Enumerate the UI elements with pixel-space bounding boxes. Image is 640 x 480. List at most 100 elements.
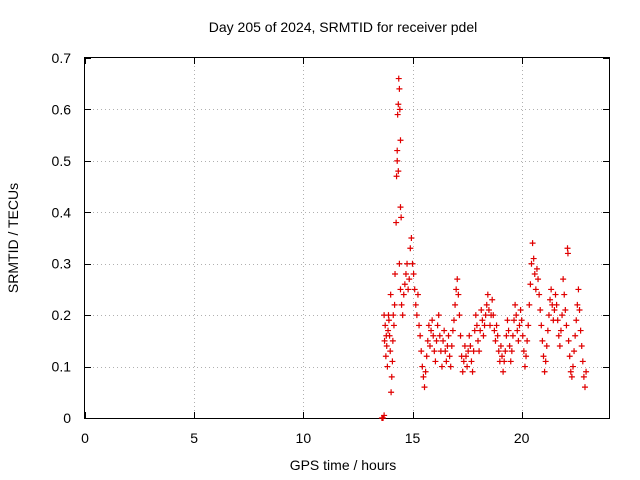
data-point xyxy=(512,301,519,308)
data-point xyxy=(445,332,452,339)
data-point xyxy=(517,307,524,313)
data-point xyxy=(470,348,477,355)
data-point xyxy=(519,332,526,339)
data-point xyxy=(479,317,486,324)
data-point xyxy=(540,353,547,360)
data-point xyxy=(548,286,555,293)
data-point xyxy=(529,240,536,247)
data-point xyxy=(573,317,580,324)
data-point xyxy=(503,332,510,339)
data-point xyxy=(481,322,488,329)
data-point xyxy=(468,358,475,365)
data-point xyxy=(465,348,472,355)
data-point xyxy=(454,276,461,283)
data-point xyxy=(388,389,395,396)
data-point xyxy=(579,358,586,365)
data-point xyxy=(514,327,521,334)
data-point xyxy=(485,307,492,313)
data-point xyxy=(556,343,563,349)
data-point xyxy=(397,204,404,211)
data-point xyxy=(456,312,463,319)
data-point xyxy=(504,317,511,324)
data-point xyxy=(391,301,398,308)
data-point xyxy=(394,111,401,118)
data-point xyxy=(440,337,447,344)
data-point xyxy=(421,384,428,391)
data-point xyxy=(398,301,405,308)
data-point xyxy=(491,327,498,334)
data-point xyxy=(545,312,552,319)
data-point xyxy=(567,368,574,375)
data-point xyxy=(502,348,509,355)
data-point xyxy=(461,343,468,349)
data-point xyxy=(521,363,528,370)
data-point xyxy=(447,363,454,370)
data-point xyxy=(580,373,587,380)
data-point xyxy=(490,312,497,319)
data-point xyxy=(559,312,566,319)
data-point xyxy=(506,343,513,349)
y-tick-label: 0.2 xyxy=(52,307,72,323)
data-point xyxy=(396,106,403,113)
data-point xyxy=(416,322,423,329)
data-point xyxy=(475,337,481,344)
data-point xyxy=(392,271,399,277)
data-point xyxy=(505,327,512,334)
data-point xyxy=(527,281,534,288)
data-point xyxy=(407,245,414,252)
data-point xyxy=(393,219,400,226)
data-point xyxy=(578,343,585,349)
data-point xyxy=(431,348,438,355)
data-point xyxy=(466,332,473,339)
x-tick-label: 10 xyxy=(296,430,312,446)
x-tick-label: 15 xyxy=(405,430,421,446)
data-point xyxy=(433,337,440,344)
data-point xyxy=(401,281,408,288)
data-point xyxy=(397,137,404,144)
data-point xyxy=(537,307,544,313)
data-point xyxy=(571,348,578,355)
data-point xyxy=(554,317,561,324)
data-point xyxy=(501,358,508,365)
data-marks xyxy=(378,75,590,421)
data-point xyxy=(460,358,467,365)
data-point xyxy=(408,235,415,241)
data-point xyxy=(449,327,456,334)
data-point xyxy=(533,265,540,272)
data-point xyxy=(492,337,499,344)
axis-ticks: 0 0.1 0.2 0.3 0.4 0.5 0.6 0.7 0 5 10 15 20 xyxy=(52,50,609,446)
data-point xyxy=(487,322,494,329)
data-point xyxy=(557,327,564,334)
data-point xyxy=(396,85,403,92)
data-point xyxy=(511,317,518,324)
data-point xyxy=(544,327,551,334)
data-point xyxy=(572,332,579,339)
data-point xyxy=(539,337,546,344)
data-point xyxy=(394,157,401,164)
data-point xyxy=(385,327,392,334)
data-point xyxy=(555,332,562,339)
data-point xyxy=(536,291,543,298)
data-point xyxy=(564,250,571,257)
data-point xyxy=(393,173,400,180)
data-point xyxy=(395,168,402,175)
data-point xyxy=(576,307,583,313)
data-point xyxy=(574,301,581,308)
data-point xyxy=(569,363,576,370)
data-point xyxy=(482,312,489,319)
data-point xyxy=(386,332,393,339)
data-point xyxy=(535,276,542,283)
data-point xyxy=(508,348,515,355)
data-point xyxy=(524,337,531,344)
data-point xyxy=(387,348,394,355)
data-point xyxy=(581,384,588,391)
data-point xyxy=(489,296,496,303)
data-point xyxy=(424,337,431,344)
data-point xyxy=(484,291,491,298)
data-point xyxy=(577,327,584,334)
data-point xyxy=(452,301,459,308)
data-point xyxy=(404,260,411,267)
data-point xyxy=(528,260,535,267)
data-point xyxy=(494,332,501,339)
data-point xyxy=(509,332,516,339)
